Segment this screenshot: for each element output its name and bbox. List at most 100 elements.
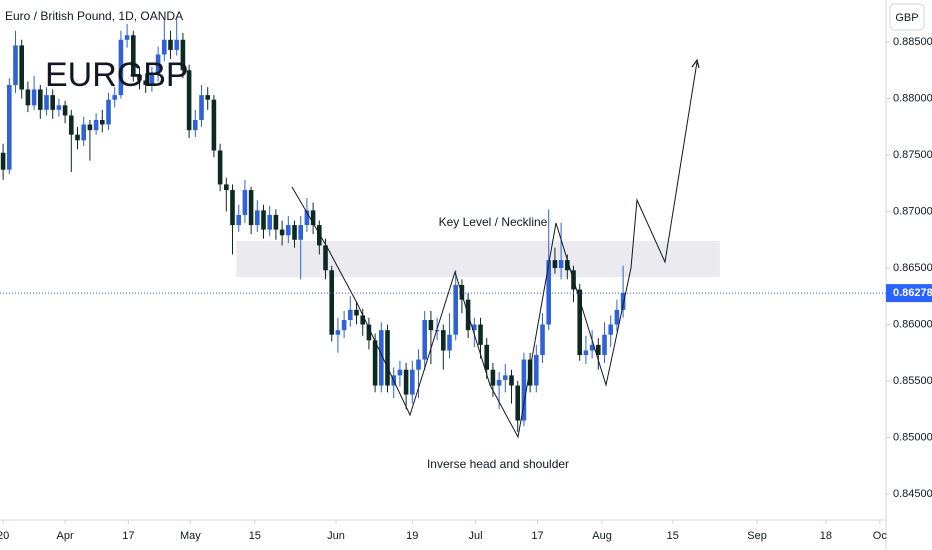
candle-body: [7, 84, 12, 170]
candle-body: [310, 210, 316, 226]
candle-body: [490, 369, 496, 386]
candle-body: [248, 190, 254, 226]
candle-body: [515, 385, 521, 421]
x-tick-label: 17: [122, 530, 134, 542]
x-tick-label: 15: [667, 530, 679, 542]
key-level-zone: [236, 240, 720, 278]
candle-body: [236, 214, 242, 226]
candle-body: [428, 320, 434, 331]
candle-body: [149, 74, 155, 85]
candle-body: [50, 95, 56, 110]
y-tick-label: 0.87000: [893, 205, 932, 217]
candle-body: [162, 39, 167, 55]
candle-body: [19, 45, 25, 90]
y-tick-label: 0.87500: [893, 149, 932, 161]
y-tick-label: 0.88500: [893, 36, 932, 48]
candle-body: [503, 375, 508, 380]
candle-body: [484, 344, 490, 370]
y-tick-label: 0.85500: [893, 375, 932, 387]
candle-body: [267, 214, 273, 230]
candle-body: [168, 39, 173, 50]
candle-body: [174, 39, 180, 50]
candle-body: [354, 309, 359, 316]
candle-body: [335, 330, 341, 335]
currency-label[interactable]: GBP: [895, 12, 918, 24]
candle-body: [596, 344, 601, 356]
candle-body: [81, 124, 87, 141]
symbol-label: EURGBP: [45, 56, 189, 94]
candle-body: [69, 115, 74, 135]
candle-body: [298, 225, 304, 240]
candle-body: [25, 89, 31, 106]
candle-body: [366, 324, 372, 341]
x-tick-label: Jul: [469, 530, 483, 542]
candle-body: [186, 70, 192, 131]
x-tick-label: Oc: [873, 530, 888, 542]
candle-body: [552, 260, 558, 269]
candle-body: [509, 375, 514, 386]
candle-body: [255, 210, 260, 226]
x-tick-label: Aug: [592, 530, 612, 542]
candle-body: [385, 330, 390, 386]
candle-body: [348, 309, 353, 320]
candle-body: [602, 334, 607, 356]
candle-body: [205, 95, 211, 100]
x-tick-label: 17: [531, 530, 543, 542]
candle-body: [540, 324, 545, 356]
y-tick-label: 0.86000: [893, 318, 932, 330]
candle-body: [106, 99, 111, 125]
candle-body: [447, 334, 452, 351]
annotation: Key Level / Neckline: [439, 215, 548, 229]
candle-body: [434, 330, 440, 332]
candle-body: [565, 260, 570, 271]
candle-body: [286, 225, 291, 236]
candle-body: [614, 309, 620, 325]
candle-body: [180, 39, 186, 71]
candle-body: [273, 214, 279, 230]
candle-body: [360, 315, 366, 325]
candle-body: [224, 184, 229, 191]
currency-button[interactable]: [889, 3, 925, 31]
candle-body: [292, 225, 297, 240]
candle-body: [304, 210, 310, 226]
x-tick-label: 18: [820, 530, 832, 542]
candle-body: [441, 330, 446, 351]
x-tick-label: May: [180, 530, 201, 542]
candle-body: [478, 324, 483, 345]
candle-body: [323, 245, 328, 271]
candle-body: [410, 369, 415, 395]
candle-body: [534, 355, 539, 386]
candle-body: [379, 330, 384, 386]
x-tick-label: Jun: [327, 530, 345, 542]
candle-body: [317, 225, 322, 246]
candle-body: [558, 260, 564, 269]
candle-body: [230, 190, 235, 226]
candle-body: [31, 89, 37, 106]
candle-body: [38, 89, 43, 110]
plot-area: [0, 19, 886, 432]
x-tick-label: 15: [249, 530, 261, 542]
candle-body: [137, 74, 142, 81]
candle-body: [261, 210, 266, 230]
candle-body: [397, 369, 403, 376]
candle-body: [118, 39, 124, 96]
pattern-path: [291, 61, 698, 439]
y-tick-label: 0.85000: [893, 431, 932, 443]
candle-body: [620, 292, 626, 310]
candle-body: [422, 320, 428, 360]
candle-body: [93, 120, 99, 131]
candle-body: [521, 359, 527, 421]
candle-body: [472, 324, 477, 331]
candle-body: [199, 95, 204, 120]
candle-body: [211, 99, 217, 151]
candle-body: [75, 134, 80, 141]
x-tick-label: Sep: [747, 530, 767, 542]
candle-body: [131, 35, 136, 75]
candle-body: [217, 150, 223, 185]
last-price-label: 0.86278: [893, 287, 932, 299]
candle-body: [112, 95, 118, 100]
candle-body: [56, 105, 62, 110]
overlay: [291, 58, 700, 439]
candle-body: [546, 260, 552, 325]
